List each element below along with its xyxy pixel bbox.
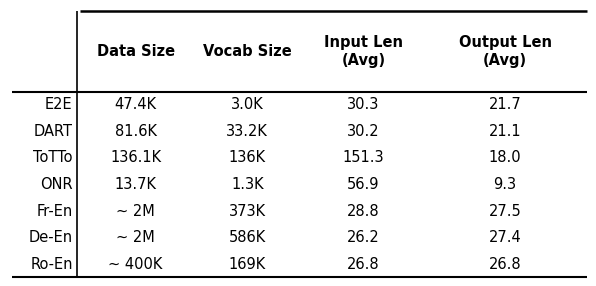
Text: 47.4K: 47.4K — [114, 97, 157, 112]
Text: 27.5: 27.5 — [489, 204, 522, 219]
Text: Fr-En: Fr-En — [36, 204, 73, 219]
Text: ONR: ONR — [40, 177, 73, 192]
Text: 586K: 586K — [229, 230, 266, 245]
Text: 136K: 136K — [229, 150, 266, 165]
Text: ToTTo: ToTTo — [33, 150, 73, 165]
Text: Output Len
(Avg): Output Len (Avg) — [458, 35, 552, 68]
Text: 26.2: 26.2 — [347, 230, 380, 245]
Text: ∼ 400K: ∼ 400K — [108, 257, 163, 272]
Text: Vocab Size: Vocab Size — [203, 44, 291, 59]
Text: 9.3: 9.3 — [493, 177, 517, 192]
Text: 21.1: 21.1 — [489, 124, 522, 139]
Text: 30.2: 30.2 — [347, 124, 380, 139]
Text: 30.3: 30.3 — [347, 97, 380, 112]
Text: 13.7K: 13.7K — [114, 177, 157, 192]
Text: 151.3: 151.3 — [343, 150, 384, 165]
Text: 373K: 373K — [229, 204, 266, 219]
Text: 26.8: 26.8 — [347, 257, 380, 272]
Text: 3.0K: 3.0K — [231, 97, 263, 112]
Text: 26.8: 26.8 — [489, 257, 522, 272]
Text: E2E: E2E — [45, 97, 73, 112]
Text: 56.9: 56.9 — [347, 177, 380, 192]
Text: 169K: 169K — [229, 257, 266, 272]
Text: 27.4: 27.4 — [489, 230, 522, 245]
Text: ∼ 2M: ∼ 2M — [116, 204, 155, 219]
Text: Data Size: Data Size — [97, 44, 175, 59]
Text: Ro-En: Ro-En — [30, 257, 73, 272]
Text: ∼ 2M: ∼ 2M — [116, 230, 155, 245]
Text: 136.1K: 136.1K — [110, 150, 161, 165]
Text: 18.0: 18.0 — [489, 150, 522, 165]
Text: De-En: De-En — [29, 230, 73, 245]
Text: DART: DART — [34, 124, 73, 139]
Text: Input Len
(Avg): Input Len (Avg) — [324, 35, 403, 68]
Text: 28.8: 28.8 — [347, 204, 380, 219]
Text: 1.3K: 1.3K — [231, 177, 263, 192]
Text: 21.7: 21.7 — [489, 97, 522, 112]
Text: 33.2K: 33.2K — [226, 124, 268, 139]
Text: 81.6K: 81.6K — [114, 124, 157, 139]
